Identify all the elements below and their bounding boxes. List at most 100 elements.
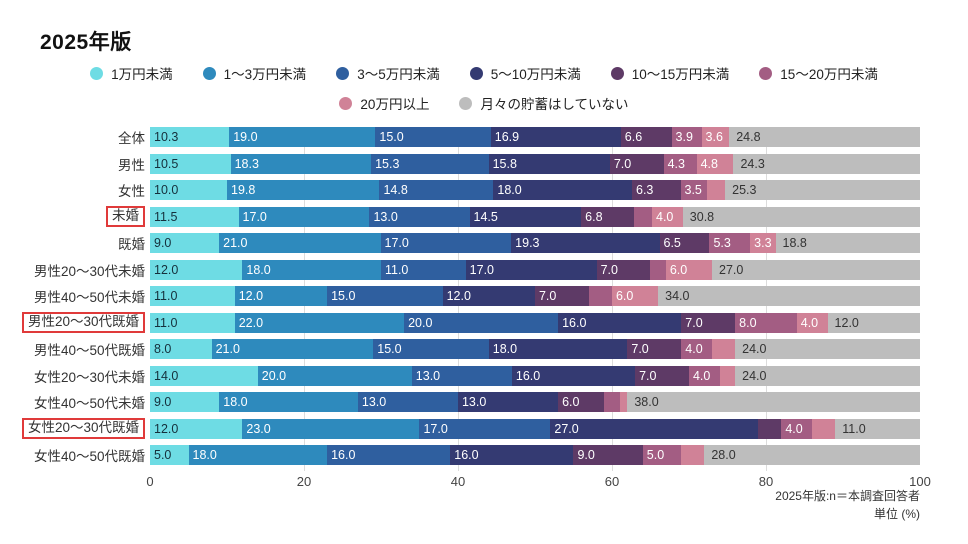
legend-row-2: 20万円以上 月々の貯蓄はしていない: [0, 93, 968, 113]
stacked-bar: 11.5 17.0 13.0 14.5 6.8 4.0 30.8: [150, 206, 920, 227]
segment-value: 7.0: [600, 262, 618, 277]
segment-value: 7.0: [538, 289, 557, 303]
bar-segment: 12.0: [150, 259, 243, 280]
segment-value: 15.3: [375, 156, 400, 171]
bar-segment: 3.5: [680, 180, 708, 200]
row-label: 男性40〜50代既婚: [0, 339, 150, 359]
x-tick-label: 100: [909, 474, 931, 489]
segment-value: 11.5: [154, 209, 178, 224]
bar-segment: [619, 392, 628, 412]
chart-row: 既婚 9.0 21.0 17.0 19.3 6.5 5.3 3.3 18.8: [0, 233, 920, 253]
chart-row: 男性 10.5 18.3 15.3 15.8 7.0 4.3 4.8 24.3: [0, 153, 920, 174]
bar-segment: 34.0: [658, 286, 920, 306]
bar-segment: 10.5: [150, 153, 231, 174]
chart: 全体 10.3 19.0 15.0 16.9 6.6 3.9 3.6 24.8 男性 10.5 18.…: [0, 127, 931, 489]
bar-segment: 5.0: [642, 445, 682, 465]
chart-row: 男性20〜30代未婚 12.0 18.0 11.0 17.0 7.0 6.0 27.0: [0, 259, 920, 280]
segment-value: 18.0: [246, 262, 271, 277]
legend-item: 1〜3万円未満: [202, 63, 306, 83]
bar-segment: 4.0: [652, 206, 683, 227]
segment-value: 14.0: [154, 368, 179, 383]
segment-value: 13.0: [361, 395, 387, 409]
chart-row: 全体 10.3 19.0 15.0 16.9 6.6 3.9 3.6 24.8: [0, 127, 920, 147]
legend-label: 5〜10万円未満: [490, 67, 581, 82]
stacked-bar: 10.0 19.8 14.8 18.0 6.3 3.5 25.3: [150, 180, 920, 200]
bar-segment: 15.0: [375, 127, 491, 147]
bar-segment: 6.0: [611, 286, 659, 306]
segment-value: 3.6: [705, 130, 723, 144]
bar-segment: 11.0: [150, 286, 235, 306]
chart-row: 男性40〜50代未婚 11.0 12.0 15.0 12.0 7.0 6.0 34.0: [0, 286, 920, 306]
legend-dot-icon: [469, 66, 483, 80]
bar-segment: [604, 392, 620, 412]
bar-segment: 18.0: [493, 180, 632, 200]
bar-segment: 13.0: [457, 392, 559, 412]
segment-value: 8.0: [154, 342, 172, 356]
bar-segment: 3.3: [750, 233, 776, 253]
legend-label: 3〜5万円未満: [357, 67, 440, 82]
bar-segment: 15.3: [371, 153, 489, 174]
segment-value: 9.0: [154, 236, 172, 250]
x-tick-label: 0: [146, 474, 154, 489]
legend-dot-icon: [202, 66, 216, 80]
bar-segment: 6.0: [558, 392, 605, 412]
segment-value: 18.0: [492, 342, 518, 356]
segment-value: 18.8: [782, 236, 807, 250]
bar-segment: 9.0: [573, 445, 643, 465]
page-title: 2025年版: [40, 31, 132, 54]
bar-segment: 11.5: [150, 206, 239, 227]
bar-segment: 18.0: [188, 445, 328, 465]
legend-dot-icon: [90, 66, 104, 80]
legend-item: 20万円以上: [339, 93, 429, 113]
bar-segment: 7.0: [609, 153, 664, 174]
segment-value: 16.0: [562, 315, 587, 330]
segment-value: 17.0: [423, 421, 448, 436]
bar-segment: 27.0: [550, 418, 759, 439]
bar-segment: 4.0: [781, 418, 813, 439]
stacked-bar: 14.0 20.0 13.0 16.0 7.0 4.0 24.0: [150, 365, 920, 386]
bar-segment: 21.0: [219, 233, 381, 253]
bar-segment: 12.0: [150, 418, 243, 439]
chart-row: 女性40〜50代既婚 5.0 18.0 16.0 16.0 9.0 5.0 28.0: [0, 445, 920, 465]
stacked-bar: 8.0 21.0 15.0 18.0 7.0 4.0 24.0: [150, 339, 920, 359]
bar-segment: 14.0: [150, 365, 258, 386]
bar-segment: 25.3: [725, 180, 920, 200]
segment-value: 18.3: [234, 156, 259, 171]
segment-value: 15.0: [377, 342, 402, 356]
bar-segment: 18.0: [488, 339, 628, 359]
bar-segment: 38.0: [627, 392, 920, 412]
bar-segment: 21.0: [211, 339, 374, 359]
bar-segment: 17.0: [238, 206, 370, 227]
legend-item: 3〜5万円未満: [336, 63, 440, 83]
legend-item: 1万円未満: [90, 63, 173, 83]
segment-value: 3.9: [675, 130, 693, 144]
segment-value: 27.0: [554, 421, 579, 436]
legend-label: 1万円未満: [111, 67, 173, 82]
row-label-text: 男性40〜50代未婚: [33, 290, 145, 305]
segment-value: 18.0: [192, 448, 217, 462]
stacked-bar: 11.0 22.0 20.0 16.0 7.0 8.0 4.0 12.0: [150, 312, 920, 333]
bar-segment: 28.0: [704, 445, 920, 465]
chart-row: 未婚 11.5 17.0 13.0 14.5 6.8 4.0 30.8: [0, 206, 920, 227]
bar-segment: 24.3: [733, 153, 920, 174]
segment-value: 10.3: [154, 130, 179, 144]
row-label-text: 女性: [118, 184, 145, 199]
legend-item: 10〜15万円未満: [610, 63, 730, 83]
bar-segment: 20.0: [257, 365, 412, 386]
segment-value: 12.0: [446, 289, 471, 303]
chart-row: 女性 10.0 19.8 14.8 18.0 6.3 3.5 25.3: [0, 180, 920, 200]
bar-segment: 24.8: [729, 127, 920, 147]
legend-label: 10〜15万円未満: [631, 67, 730, 82]
segment-value: 6.3: [636, 183, 654, 197]
row-label: 女性20〜30代既婚: [0, 418, 150, 439]
segment-value: 10.0: [154, 183, 179, 197]
segment-value: 4.8: [700, 156, 718, 171]
bar-segment: 3.6: [701, 127, 730, 147]
segment-value: 6.0: [562, 395, 580, 409]
legend-item: 15〜20万円未満: [759, 63, 878, 83]
segment-value: 38.0: [634, 395, 659, 409]
bar-segment: 16.0: [558, 312, 682, 333]
legend-dot-icon: [610, 66, 624, 80]
bar-segment: 22.0: [234, 312, 405, 333]
bar-segment: 16.0: [511, 365, 636, 386]
